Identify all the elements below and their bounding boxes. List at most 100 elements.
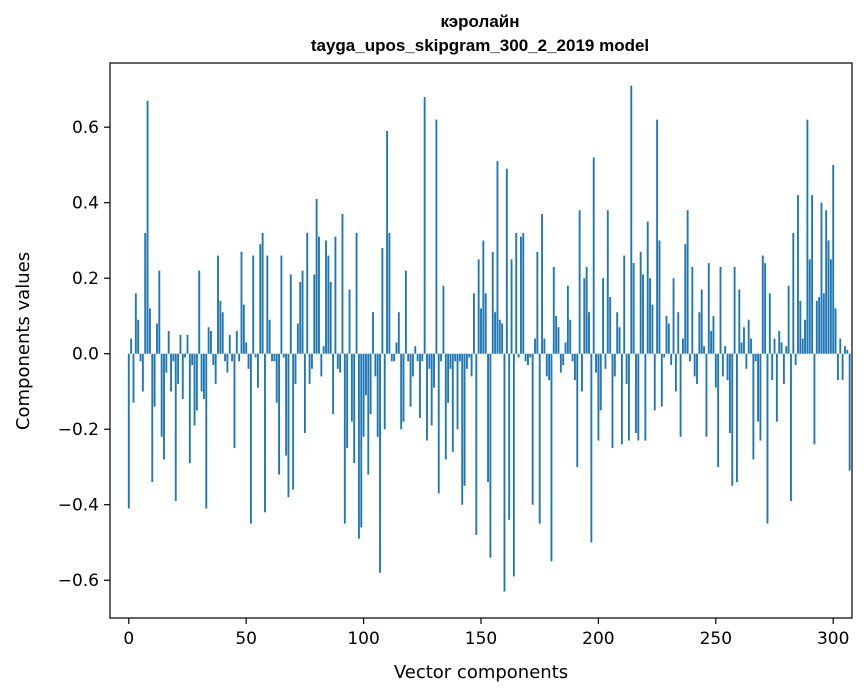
bar <box>320 353 323 377</box>
bar <box>296 323 299 354</box>
bar <box>275 353 278 403</box>
bar <box>240 251 243 354</box>
bar <box>834 308 837 354</box>
bar <box>411 353 414 377</box>
bar <box>780 342 783 354</box>
bar <box>383 353 386 430</box>
bar <box>198 270 201 354</box>
bar <box>393 353 396 362</box>
bar <box>632 263 635 354</box>
bar <box>299 281 302 354</box>
bar <box>256 353 259 388</box>
bar <box>625 353 628 384</box>
bar <box>811 195 814 354</box>
bar <box>461 353 464 505</box>
bar <box>839 338 842 354</box>
bar <box>503 353 506 592</box>
bar <box>627 353 630 441</box>
x-tick-label: 150 <box>465 629 497 649</box>
bar <box>480 308 482 354</box>
bar <box>477 259 480 354</box>
bar <box>728 353 731 433</box>
bar <box>787 285 790 354</box>
bar <box>548 353 551 381</box>
bar <box>649 278 651 354</box>
bar <box>606 210 609 354</box>
bar <box>658 240 661 354</box>
bar <box>651 304 654 354</box>
bar <box>764 263 767 354</box>
bar <box>609 297 612 354</box>
bar <box>205 353 208 509</box>
bar <box>226 353 229 373</box>
bar <box>224 353 226 362</box>
bar <box>339 353 342 373</box>
bar <box>172 353 175 362</box>
bar <box>442 285 445 354</box>
bar <box>569 319 572 354</box>
bar <box>757 353 760 422</box>
bar <box>797 195 799 354</box>
bar <box>691 266 694 354</box>
bar <box>303 353 306 433</box>
bar <box>266 255 269 354</box>
bar <box>599 353 602 411</box>
bar <box>717 353 720 467</box>
bar <box>583 278 586 354</box>
bar <box>400 353 403 430</box>
bar <box>473 293 475 354</box>
bar <box>581 353 583 392</box>
bar <box>177 353 180 384</box>
bar <box>799 300 802 354</box>
bar <box>590 353 593 543</box>
bar <box>545 353 548 377</box>
bar <box>146 100 149 354</box>
bar <box>332 353 335 415</box>
bar <box>148 308 151 354</box>
bar <box>562 353 565 366</box>
bar <box>501 323 504 354</box>
bar <box>721 353 724 377</box>
bar <box>167 331 170 354</box>
bar <box>644 353 647 441</box>
bar <box>416 353 419 362</box>
bar <box>308 353 311 384</box>
bar <box>637 353 640 441</box>
bar <box>813 353 816 445</box>
bar <box>426 353 428 441</box>
bar <box>848 353 851 471</box>
bar <box>428 353 431 369</box>
bar <box>801 338 804 354</box>
bar <box>214 353 217 384</box>
bar <box>646 221 649 354</box>
bar <box>163 353 165 460</box>
bar <box>792 232 795 354</box>
bar <box>174 353 177 501</box>
bar <box>355 232 358 354</box>
bar <box>505 168 508 354</box>
bar <box>576 353 579 467</box>
bar <box>374 353 377 377</box>
bar <box>487 353 489 483</box>
bar <box>210 331 212 354</box>
bar <box>766 353 769 524</box>
bar <box>557 327 560 354</box>
bar <box>137 319 140 354</box>
chart-subtitle: tayga_upos_skipgram_300_2_2019 model <box>311 36 649 55</box>
bar <box>315 198 318 354</box>
bar <box>559 353 562 373</box>
bar <box>712 315 715 354</box>
bar <box>740 342 743 354</box>
bar <box>705 353 708 437</box>
bar <box>536 251 539 354</box>
bar <box>289 274 292 354</box>
bar <box>231 353 234 362</box>
bar <box>470 353 473 377</box>
bar <box>667 323 670 354</box>
bar <box>510 259 513 354</box>
y-tick-label: −0.6 <box>58 571 99 591</box>
bar <box>421 353 424 362</box>
bar <box>827 240 830 354</box>
bar <box>844 346 846 354</box>
